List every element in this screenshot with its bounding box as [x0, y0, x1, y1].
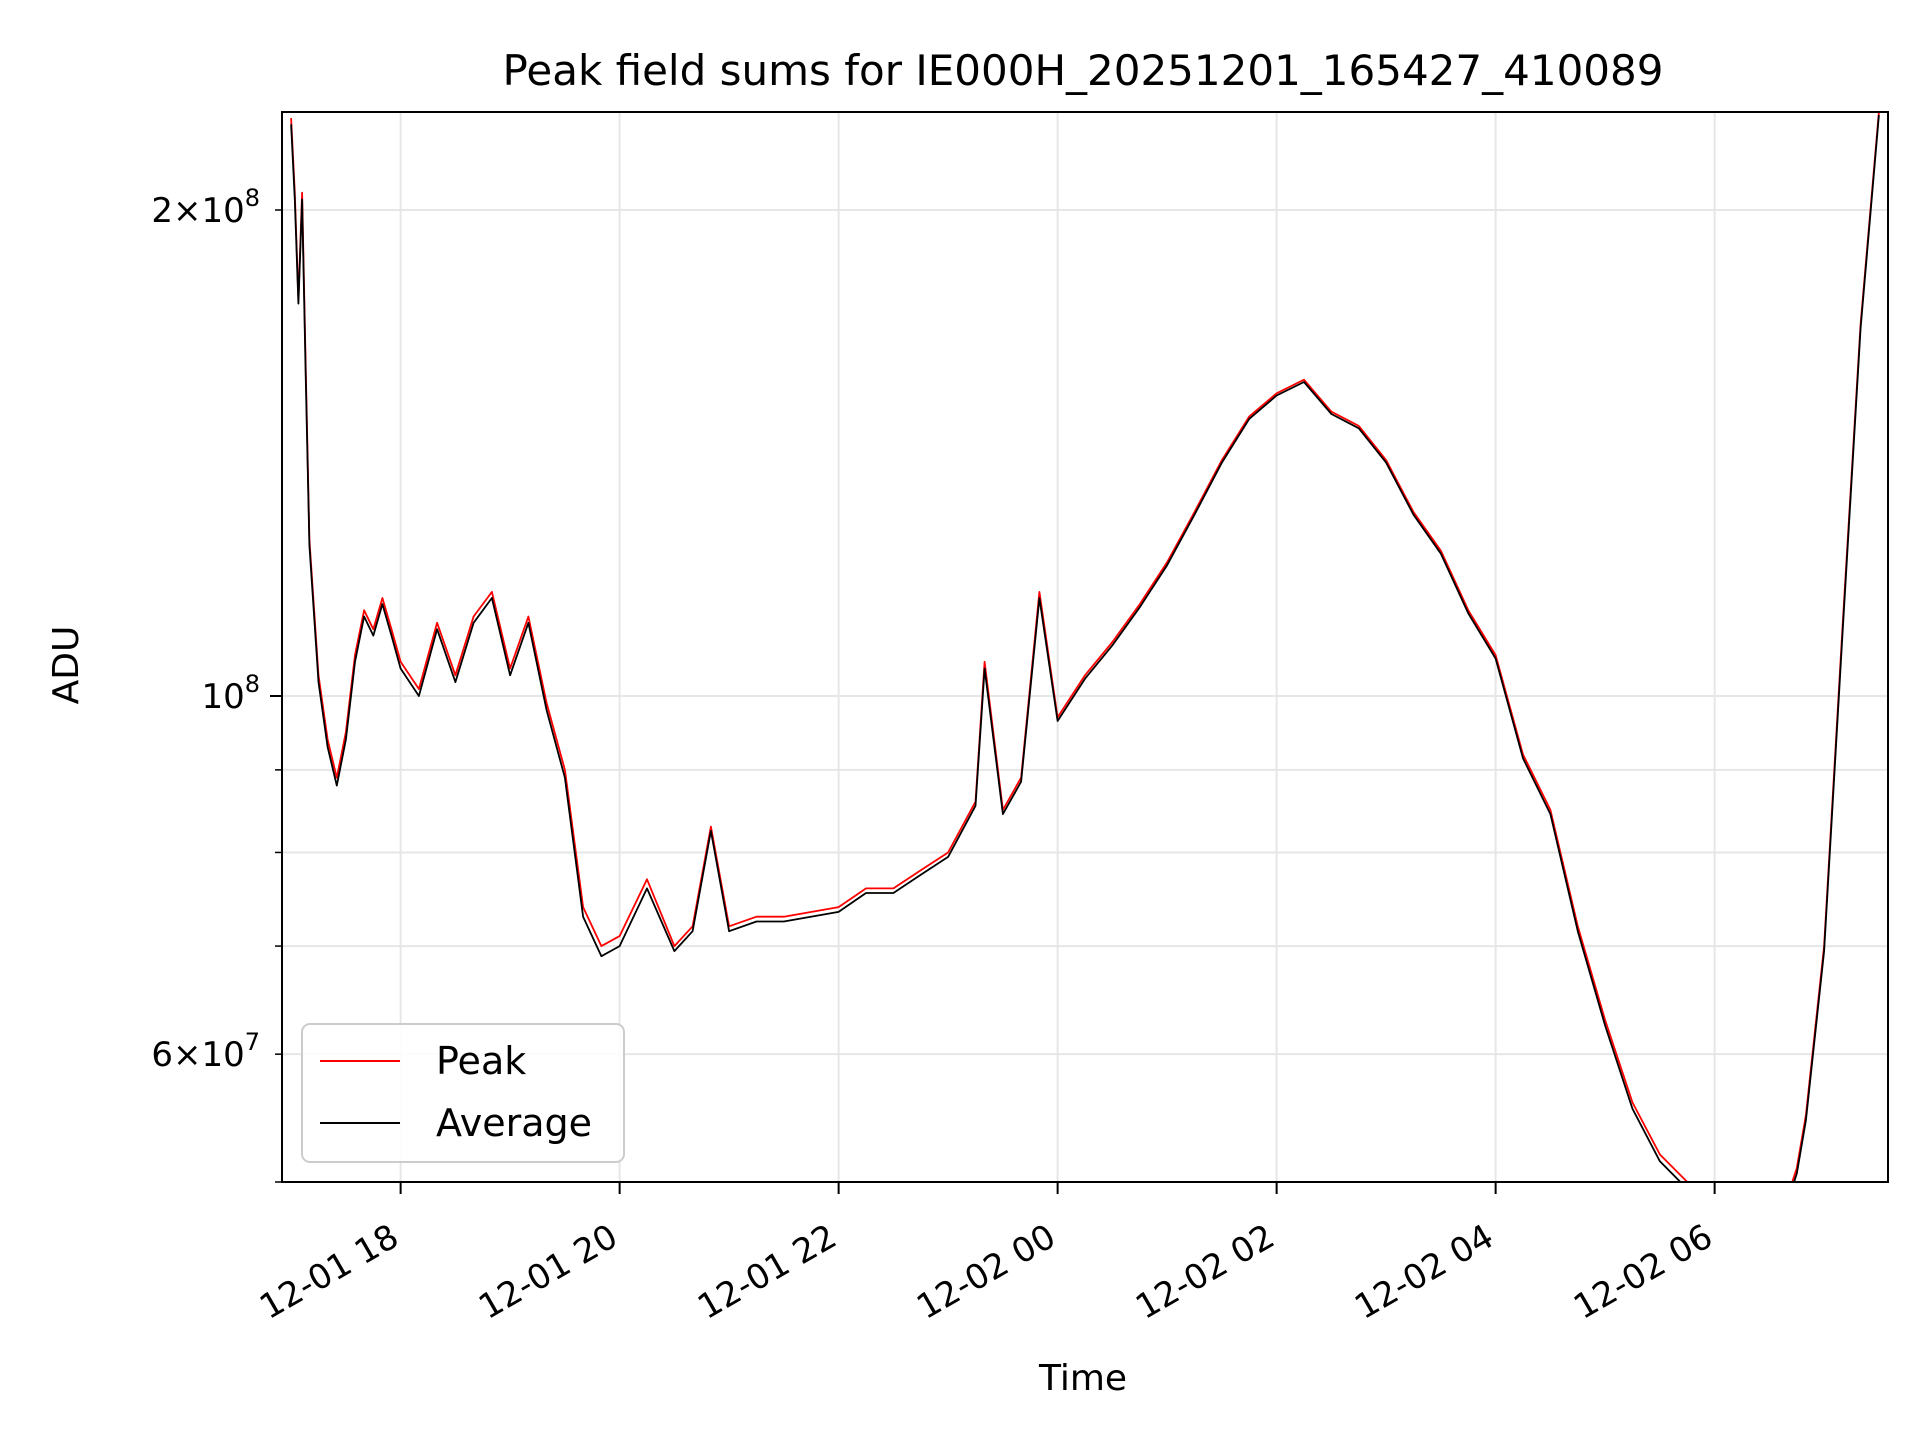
y-axis-label: ADU	[46, 626, 87, 705]
y-tick-label: 6×107	[151, 1028, 260, 1075]
legend: Peak Average	[301, 1023, 625, 1163]
plot-lines	[290, 112, 1880, 1182]
x-axis-label: Time	[1038, 1358, 1127, 1399]
series-line-peak	[290, 112, 1880, 1182]
series-line-average	[290, 115, 1880, 1182]
y-tick-label: 2×108	[151, 184, 260, 231]
legend-peak-label: Peak	[436, 1039, 526, 1083]
y-tick-label: 108	[201, 670, 260, 717]
legend-average-label: Average	[436, 1101, 592, 1145]
chart-title: Peak field sums for IE000H_20251201_1654…	[503, 46, 1664, 95]
grid	[282, 112, 1888, 1183]
legend-box	[301, 1023, 625, 1163]
plot-frame	[281, 111, 1889, 1183]
